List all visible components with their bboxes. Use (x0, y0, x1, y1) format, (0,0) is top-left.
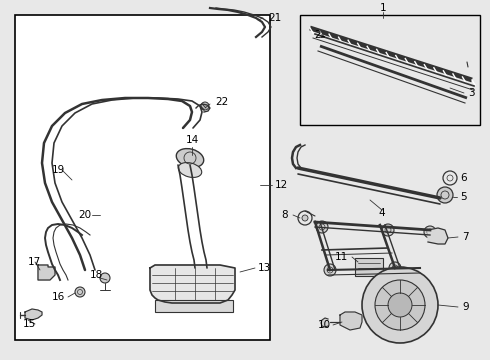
Text: 3: 3 (468, 88, 475, 98)
Text: 4: 4 (379, 208, 385, 218)
Text: 17: 17 (28, 257, 41, 267)
Polygon shape (321, 318, 328, 327)
Bar (155, 300, 233, 312)
Text: 18: 18 (90, 270, 103, 280)
Polygon shape (340, 312, 362, 330)
Circle shape (375, 280, 425, 330)
Text: 16: 16 (52, 292, 65, 302)
Circle shape (302, 215, 308, 221)
Bar (355, 258, 383, 276)
Polygon shape (150, 265, 235, 303)
Polygon shape (38, 265, 55, 280)
Text: 21: 21 (268, 13, 281, 23)
Text: 10: 10 (318, 320, 331, 330)
Text: 2: 2 (315, 30, 321, 40)
Ellipse shape (176, 149, 204, 167)
Polygon shape (25, 309, 42, 320)
Circle shape (389, 262, 401, 274)
Circle shape (362, 267, 438, 343)
Circle shape (201, 102, 209, 110)
Ellipse shape (178, 163, 202, 177)
Text: 5: 5 (460, 192, 466, 202)
Circle shape (382, 224, 394, 236)
Circle shape (100, 273, 110, 283)
Circle shape (316, 221, 328, 233)
Circle shape (75, 287, 85, 297)
Text: 11: 11 (335, 252, 348, 262)
Text: 8: 8 (281, 210, 288, 220)
Text: 13: 13 (258, 263, 271, 273)
Circle shape (437, 187, 453, 203)
Bar (15, 15, 270, 340)
Text: 14: 14 (185, 135, 198, 145)
Text: 19: 19 (52, 165, 65, 175)
Text: 22: 22 (215, 97, 228, 107)
Text: 7: 7 (462, 232, 468, 242)
Bar (300, 15, 480, 125)
Text: 12: 12 (275, 180, 288, 190)
Circle shape (324, 264, 336, 276)
Text: 6: 6 (460, 173, 466, 183)
Text: 1: 1 (380, 3, 386, 13)
Text: 9: 9 (462, 302, 468, 312)
Circle shape (388, 293, 412, 317)
Polygon shape (428, 228, 448, 244)
Text: 15: 15 (23, 319, 36, 329)
Circle shape (424, 226, 436, 238)
Text: 20: 20 (78, 210, 91, 220)
